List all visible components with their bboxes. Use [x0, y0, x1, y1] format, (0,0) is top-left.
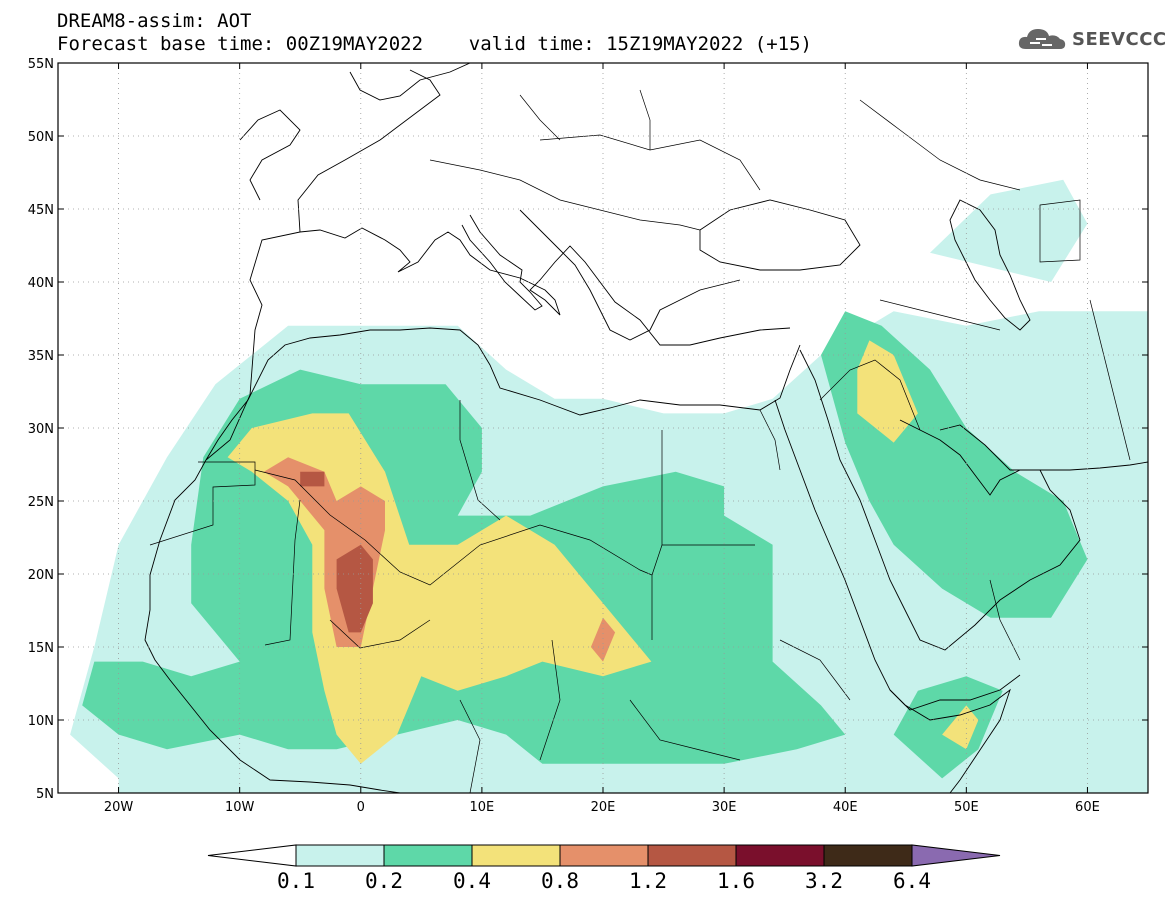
y-tick-label: 50N — [28, 130, 54, 145]
y-tick-label: 55N — [28, 57, 54, 72]
colorbar-swatch — [471, 844, 561, 867]
aot-region-level-4 — [590, 617, 616, 662]
colorbar-extend-low — [207, 844, 297, 867]
y-tick-label: 35N — [28, 349, 54, 364]
cloud-icon — [1018, 29, 1066, 49]
x-tick-label: 20W — [104, 800, 134, 815]
colorbar-swatch — [559, 844, 649, 867]
forecast-time-subtitle: Forecast base time: 00Z19MAY2022 valid t… — [57, 33, 812, 55]
country-border-layer — [149, 89, 1131, 793]
colorbar-level-label: 0.2 — [365, 869, 403, 893]
aot-region-level-5 — [300, 471, 325, 487]
x-tick-label: 0 — [357, 800, 365, 815]
y-tick-label: 5N — [36, 787, 54, 802]
map-title: DREAM8-assim: AOT — [57, 10, 252, 32]
x-tick-label: 10E — [470, 800, 495, 815]
x-tick-label: 20E — [591, 800, 616, 815]
y-tick-label: 40N — [28, 276, 54, 291]
colorbar-level-label: 0.1 — [277, 869, 315, 893]
aot-region-level-5 — [336, 544, 373, 633]
colorbar-level-label: 0.8 — [541, 869, 579, 893]
x-tick-label: 10W — [225, 800, 255, 815]
coastline-layer — [144, 63, 1148, 793]
aot-region-level-3 — [857, 340, 918, 443]
aot-region-level-3 — [942, 705, 979, 750]
y-tick-label: 15N — [28, 641, 54, 656]
y-tick-label: 20N — [28, 568, 54, 583]
y-tick-label: 10N — [28, 714, 54, 729]
colorbar-level-label: 0.4 — [453, 869, 491, 893]
y-tick-label: 45N — [28, 203, 54, 218]
aot-region-level-1 — [930, 179, 1088, 282]
y-tick-label: 30N — [28, 422, 54, 437]
aot-field-layer — [70, 179, 1148, 793]
colorbar-swatch — [295, 844, 385, 867]
x-tick-label: 60E — [1075, 800, 1100, 815]
x-tick-label: 50E — [954, 800, 979, 815]
colorbar-swatch — [383, 844, 473, 867]
y-tick-label: 25N — [28, 495, 54, 510]
x-tick-label: 40E — [833, 800, 858, 815]
x-tick-label: 30E — [712, 800, 737, 815]
seevccc-logo: SEEVCCC — [1016, 24, 1165, 54]
colorbar-level-label: 1.2 — [629, 869, 667, 893]
latitude-axis: 5N 10N 15N 20N 25N 30N 35N 40N 45N 50N 55N — [28, 57, 1148, 802]
logo-text: SEEVCCC — [1072, 28, 1165, 50]
colorbar-level-label: 6.4 — [893, 869, 931, 893]
colorbar-swatch — [735, 844, 825, 867]
colorbar — [207, 844, 1001, 867]
longitude-axis: 20W 10W 0 10E 20E 30E 40E 50E 60E — [104, 63, 1100, 815]
colorbar-extend-high — [911, 844, 1001, 867]
colorbar-level-label: 3.2 — [805, 869, 843, 893]
colorbar-swatch — [823, 844, 913, 867]
colorbar-level-label: 1.6 — [717, 869, 755, 893]
colorbar-swatch — [647, 844, 737, 867]
